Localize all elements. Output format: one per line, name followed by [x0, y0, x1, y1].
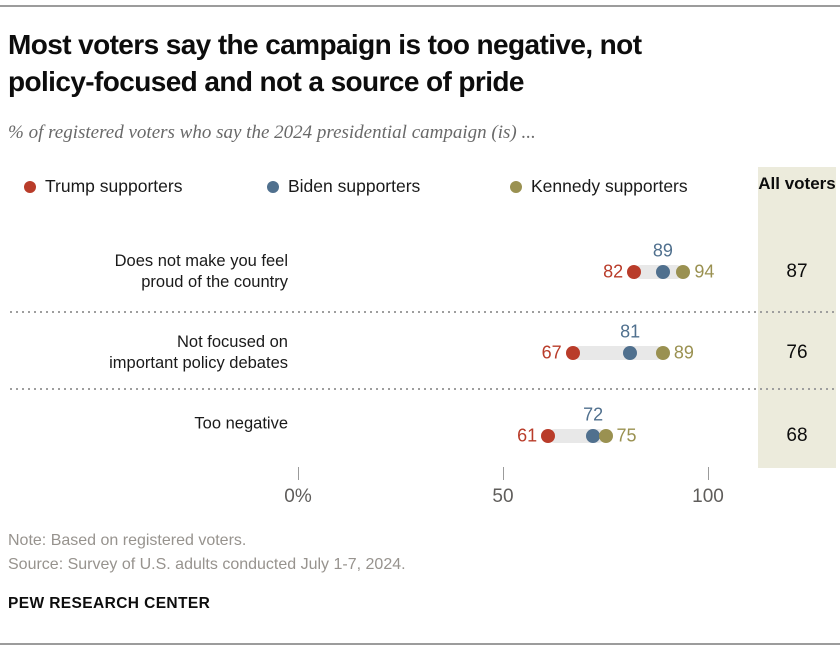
x-axis-tick — [297, 467, 299, 480]
data-dot-biden — [623, 346, 638, 360]
row-separator-dotted — [10, 311, 836, 313]
value-label: 72 — [583, 404, 604, 425]
value-label: 61 — [517, 425, 538, 446]
data-dot-trump — [627, 265, 642, 279]
pew-research-center-brand: PEW RESEARCH CENTER — [8, 595, 211, 612]
trump-supporters-dot-icon — [24, 180, 36, 193]
x-axis-tick — [502, 467, 504, 480]
dot-connector-bar — [572, 346, 663, 360]
data-dot-kennedy — [676, 265, 691, 279]
data-dot-trump — [565, 346, 580, 360]
value-label: 67 — [541, 342, 562, 363]
value-label: 89 — [652, 240, 673, 261]
data-dot-kennedy — [598, 429, 613, 443]
legend-label-trump: Trump supporters — [45, 176, 183, 196]
data-dot-biden — [655, 265, 670, 279]
bottom-divider — [0, 643, 840, 645]
x-axis-tick-label: 100 — [692, 486, 724, 507]
legend-item-biden: Biden supporters — [267, 176, 420, 197]
biden-supporters-dot-icon — [267, 180, 279, 193]
x-axis-tick-label: 0% — [284, 486, 312, 507]
all-voters-column: All voters — [758, 167, 836, 468]
legend-label-kennedy: Kennedy supporters — [531, 176, 688, 196]
row-separator-dotted — [10, 388, 836, 390]
row-label: Does not make you feel proud of the coun… — [114, 252, 288, 291]
value-label: 82 — [603, 261, 624, 282]
data-dot-biden — [586, 429, 601, 443]
row-label: Not focused on important policy debates — [109, 333, 288, 372]
legend: Trump supporters Biden supporters Kenned… — [0, 176, 758, 200]
legend-item-trump: Trump supporters — [24, 176, 182, 197]
chart-subtitle: % of registered voters who say the 2024 … — [8, 122, 536, 143]
data-dot-kennedy — [655, 346, 670, 360]
data-dot-trump — [541, 429, 556, 443]
x-axis-tick — [707, 467, 709, 480]
value-label: 89 — [673, 342, 694, 363]
value-label: 75 — [616, 425, 637, 446]
legend-item-kennedy: Kennedy supporters — [510, 176, 688, 197]
all-voters-value: 76 — [786, 342, 808, 363]
row-label: Too negative — [194, 414, 288, 433]
x-axis-tick-label: 50 — [492, 486, 514, 507]
source-text: Source: Survey of U.S. adults conducted … — [8, 556, 406, 573]
value-label: 81 — [620, 321, 641, 342]
chart-title: Most voters say the campaign is too nega… — [8, 29, 642, 97]
top-divider — [0, 5, 840, 7]
all-voters-value: 87 — [786, 261, 808, 282]
legend-label-biden: Biden supporters — [288, 176, 421, 196]
all-voters-header: All voters — [758, 174, 836, 193]
all-voters-value: 68 — [786, 425, 808, 446]
note-text: Note: Based on registered voters. — [8, 532, 247, 549]
value-label: 94 — [694, 261, 715, 282]
kennedy-supporters-dot-icon — [510, 180, 522, 193]
